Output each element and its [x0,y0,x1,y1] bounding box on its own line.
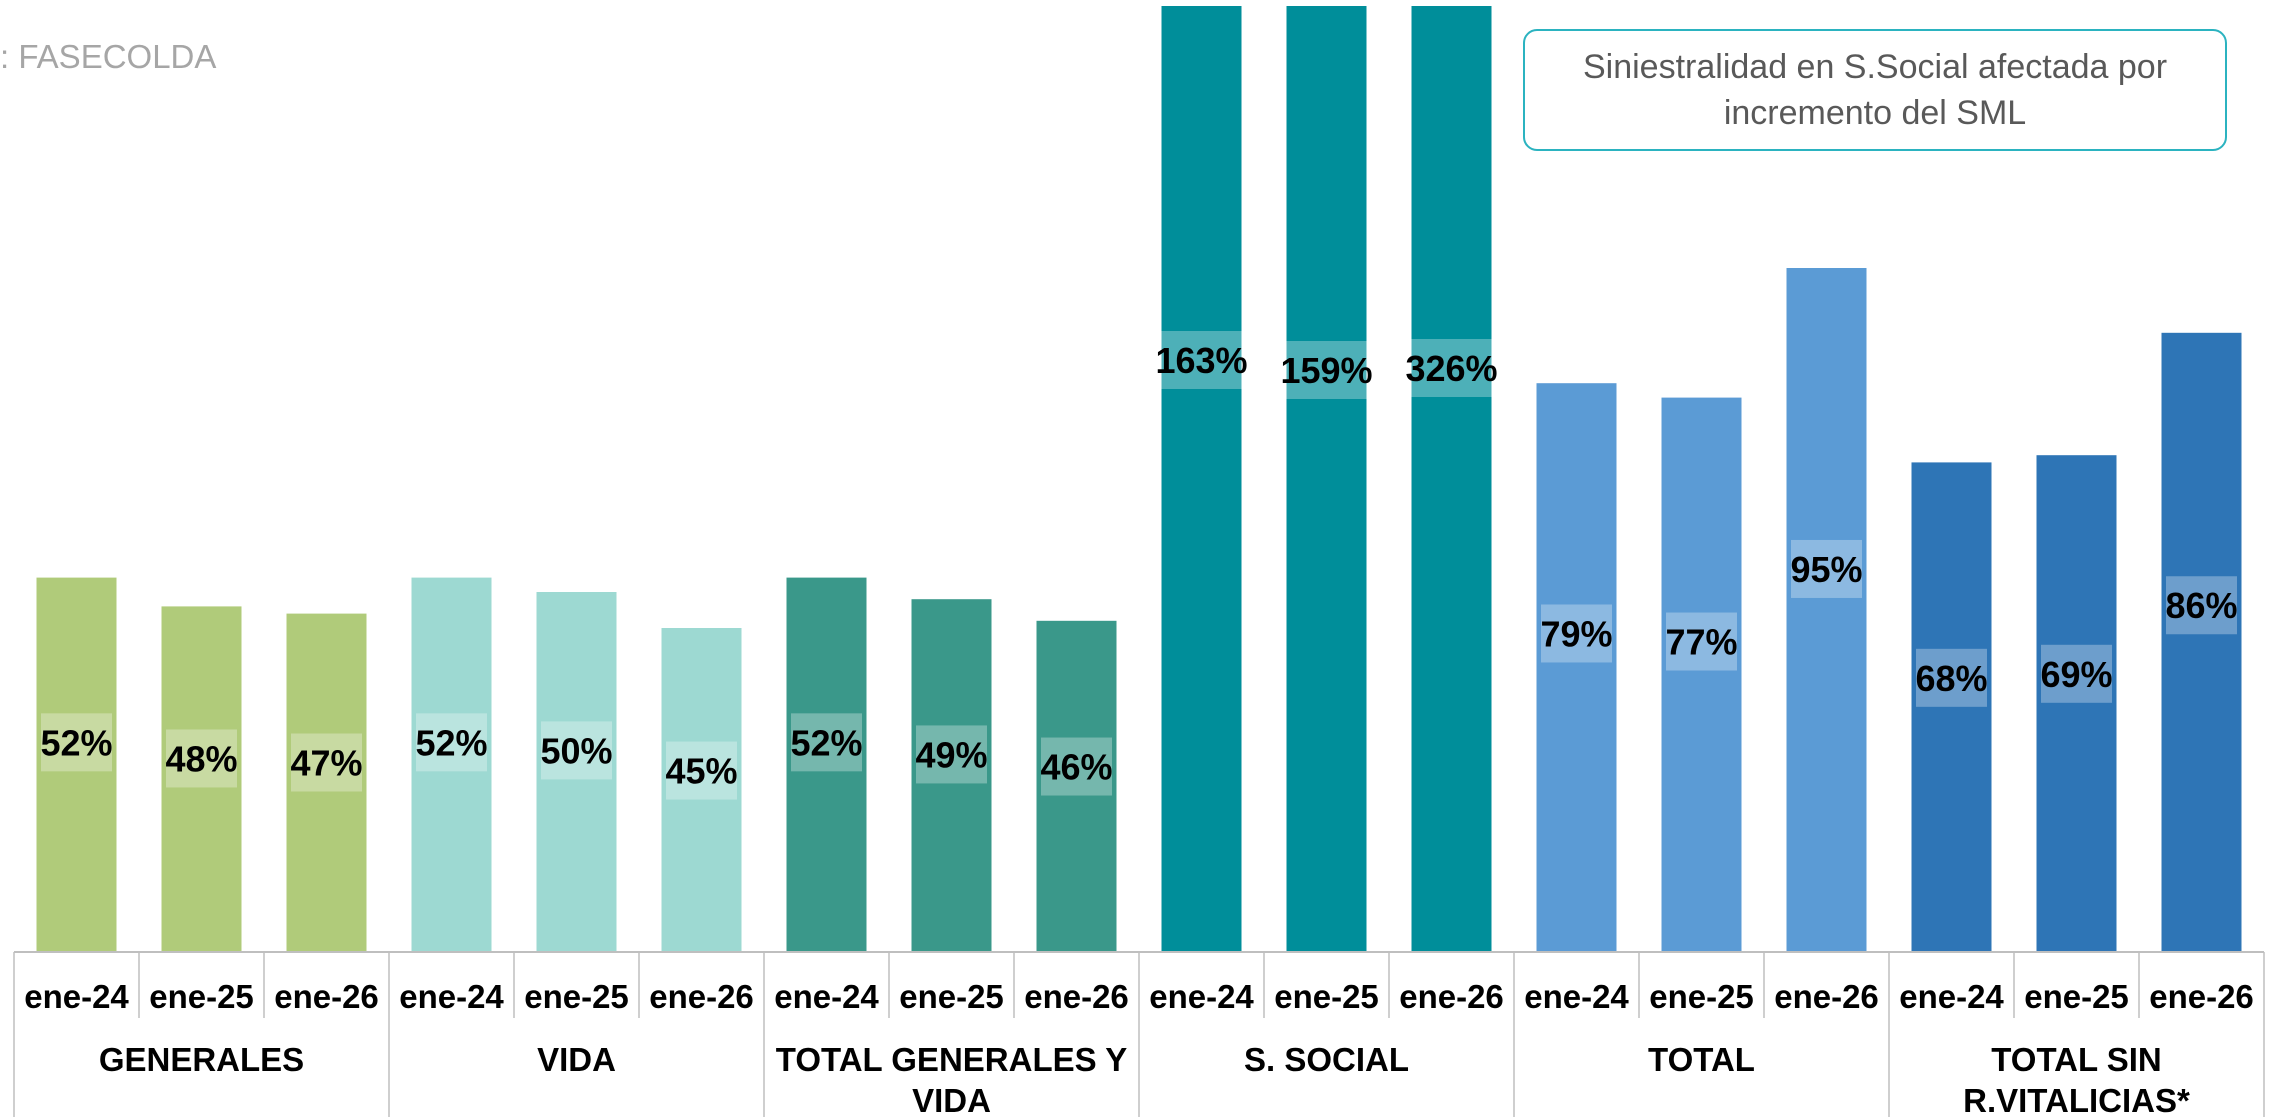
x-tick-label: ene-24 [1524,978,1629,1015]
data-label: 163% [1155,340,1247,381]
data-label: 46% [1040,747,1112,788]
x-tick-label: ene-26 [1774,978,1879,1015]
x-tick-label: ene-24 [1899,978,2004,1015]
group-label: S. SOCIAL [1244,1041,1409,1078]
bar [1661,397,1742,953]
bar [2161,332,2242,952]
data-label-box [1916,648,1987,707]
data-label: 68% [1915,658,1987,699]
x-tick-label: ene-25 [899,978,1004,1015]
data-label-box [1666,612,1737,671]
bar [1536,383,1617,952]
x-tick-label: ene-24 [1149,978,1254,1015]
data-label-box [41,713,112,772]
bar [786,577,867,952]
data-label: 52% [415,722,487,763]
data-label: 50% [540,730,612,771]
data-label: 52% [40,722,112,763]
data-label-box [291,733,362,792]
callout-box: Siniestralidad en S.Social afectada por … [1523,29,2227,151]
x-tick-label: ene-24 [24,978,129,1015]
source-note: : FASECOLDA [0,38,217,75]
x-tick-label: ene-26 [649,978,754,1015]
bar [1286,6,1367,952]
group-label: TOTAL SIN [1991,1041,2162,1078]
data-label-box [2166,576,2237,635]
group-label: VIDA [537,1041,616,1078]
group-label: TOTAL [1648,1041,1755,1078]
group-label: GENERALES [99,1041,304,1078]
bar [1411,6,1492,952]
x-tick-label: ene-26 [1399,978,1504,1015]
data-label-box [1405,339,1498,397]
bar [1786,268,1867,952]
data-label: 95% [1790,549,1862,590]
x-tick-label: ene-25 [1649,978,1754,1015]
x-tick-label: ene-25 [524,978,629,1015]
bar [1036,620,1117,952]
group-label: VIDA [912,1082,991,1117]
data-label-box [666,741,737,800]
x-tick-label: ene-25 [2024,978,2129,1015]
data-label-box [1041,737,1112,796]
bar [1911,462,1992,952]
bar [36,577,117,952]
data-label-box [541,721,612,780]
data-label-box [916,725,987,784]
data-label: 326% [1405,348,1497,389]
data-label-box [166,729,237,788]
data-label: 69% [2040,654,2112,695]
data-label-box [1541,604,1612,663]
bar [661,628,742,952]
data-label-box [416,713,487,772]
bar [911,599,992,952]
bar [161,606,242,952]
bar [1161,6,1242,952]
data-label: 77% [1665,622,1737,663]
x-tick-label: ene-24 [399,978,504,1015]
data-label: 52% [790,722,862,763]
x-tick-label: ene-24 [774,978,879,1015]
data-label-box [791,713,862,772]
data-label-box [2041,644,2112,703]
callout-text: Siniestralidad en S.Social afectada por … [1582,48,2168,132]
group-label: TOTAL GENERALES Y [776,1041,1127,1078]
data-label: 47% [290,742,362,783]
bar [411,577,492,952]
x-tick-label: ene-25 [1274,978,1379,1015]
data-label-box [1280,341,1373,399]
x-tick-label: ene-26 [274,978,379,1015]
data-label-box [1155,331,1248,389]
x-tick-label: ene-26 [1024,978,1129,1015]
bar [536,592,617,952]
group-label: R.VITALICIAS* [1963,1082,2190,1117]
x-tick-label: ene-26 [2149,978,2254,1015]
data-label: 49% [915,734,987,775]
data-label: 79% [1540,613,1612,654]
data-label: 45% [665,751,737,792]
data-label: 48% [165,738,237,779]
data-label: 86% [2165,585,2237,626]
bar [286,613,367,952]
data-label: 159% [1280,350,1372,391]
data-label-box [1791,539,1862,598]
bar [2036,455,2117,952]
x-tick-label: ene-25 [149,978,254,1015]
